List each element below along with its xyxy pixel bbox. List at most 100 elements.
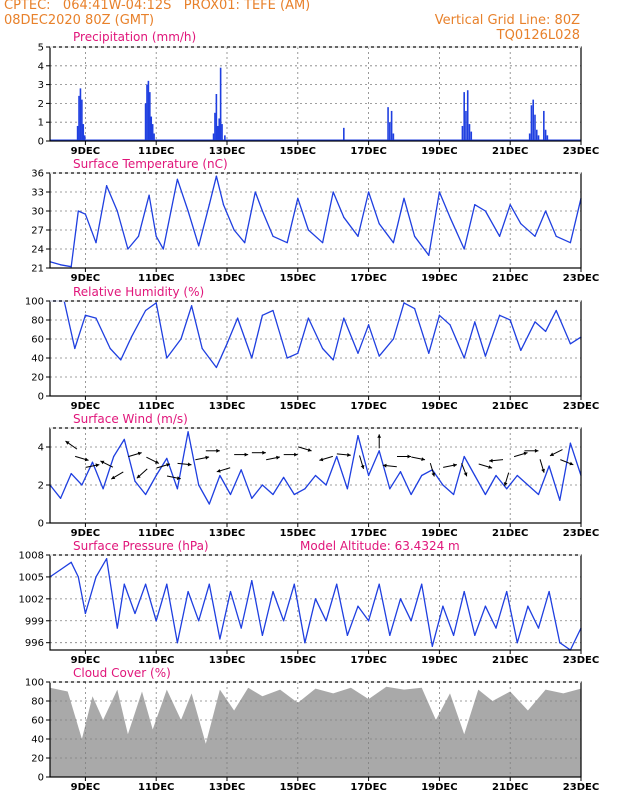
data-point <box>392 338 394 340</box>
data-point <box>286 242 288 244</box>
data-point <box>176 488 179 490</box>
y-tick-label: 999 <box>25 616 44 627</box>
data-point <box>474 321 476 323</box>
precip-bar <box>78 95 80 141</box>
x-tick-label: 15DEC <box>280 782 316 793</box>
data-point <box>166 583 168 585</box>
data-point <box>534 321 536 323</box>
panel-frame <box>49 172 582 269</box>
wind-arrow-head <box>431 472 436 477</box>
series-line <box>49 175 582 268</box>
data-point <box>176 178 179 180</box>
panel-frame <box>49 554 582 651</box>
data-point <box>261 314 263 316</box>
y-tick-label: 40 <box>31 735 44 746</box>
data-point <box>537 627 540 629</box>
data-point <box>304 488 306 490</box>
panel-4: 996 999 1002 1005 1008 9DEC 11DEC 13DEC 15DEC 17D… <box>19 539 600 666</box>
data-point <box>325 484 327 486</box>
x-tick-label: 21DEC <box>492 528 528 539</box>
data-point <box>251 497 253 499</box>
x-tick-label: 11DEC <box>138 782 174 793</box>
wind-arrow-head <box>137 451 142 456</box>
data-point <box>166 357 168 359</box>
x-tick-label: 9DEC <box>71 655 100 666</box>
data-point <box>314 598 317 600</box>
precip-bar <box>151 124 154 141</box>
data-point <box>244 242 246 244</box>
panel-1: 21 24 27 30 33 36 9DEC 11DEC 13DEC 15DEC 17DEC 19DE… <box>31 157 599 284</box>
panel-title: Surface Pressure (hPa) <box>73 539 209 553</box>
data-point <box>307 317 310 319</box>
data-point <box>304 642 306 644</box>
wind-arrow-head <box>65 441 70 445</box>
data-point <box>120 359 122 361</box>
precip-bar <box>224 135 226 141</box>
wind-arrow-head <box>216 448 220 453</box>
data-point <box>463 357 465 359</box>
data-point <box>314 474 317 477</box>
panel-title: Precipitation (mm/h) <box>73 30 196 44</box>
x-tick-label: 17DEC <box>350 273 386 284</box>
y-tick-label: 27 <box>31 226 44 237</box>
data-point <box>509 319 511 321</box>
data-point <box>208 583 210 585</box>
data-point <box>548 465 550 467</box>
data-point <box>343 317 345 319</box>
data-point <box>272 309 274 312</box>
y-tick-label: 5 <box>38 43 44 54</box>
data-point <box>222 204 225 206</box>
y-tick-label: 30 <box>31 207 44 218</box>
header-station-line: CPTEC: 064:41W-04:12S PROX01: TEFE (AM) <box>4 0 311 13</box>
precip-bar <box>530 105 533 141</box>
data-point <box>431 645 433 647</box>
y-tick-label: 24 <box>31 245 44 256</box>
x-tick-label: 11DEC <box>138 273 174 284</box>
x-tick-label: 9DEC <box>71 273 100 284</box>
data-point <box>559 642 561 644</box>
data-point <box>215 366 217 369</box>
data-point <box>240 627 242 629</box>
data-point <box>201 347 203 350</box>
wind-arrow-head <box>382 463 387 468</box>
y-tick-label: 2 <box>38 481 44 492</box>
data-point <box>229 493 232 496</box>
data-point <box>463 248 465 250</box>
data-point <box>70 561 72 563</box>
precip-bar <box>82 124 85 141</box>
series-line <box>49 558 582 651</box>
x-tick-label: 19DEC <box>421 273 457 284</box>
data-point <box>520 223 522 225</box>
data-point <box>474 204 476 206</box>
data-point <box>452 634 455 636</box>
x-tick-label: 9DEC <box>71 146 100 157</box>
data-point <box>527 605 529 607</box>
data-point <box>378 450 380 452</box>
data-point <box>498 235 501 237</box>
x-tick-label: 15DEC <box>280 273 316 284</box>
data-point <box>389 488 391 490</box>
wind-arrow-head <box>84 457 89 462</box>
wind-arrow-head <box>523 451 528 456</box>
panel-0: 0 1 2 3 4 5 9DEC 11DEC 13DEC 15DEC 17DEC 19DEC 21DEC… <box>38 30 600 157</box>
data-point <box>219 474 221 477</box>
data-point <box>215 175 217 177</box>
wind-arrow-head <box>307 448 312 452</box>
data-point <box>378 223 380 225</box>
data-point <box>74 347 76 350</box>
x-tick-label: 19DEC <box>421 401 457 412</box>
data-point <box>569 343 571 345</box>
data-point <box>495 474 497 477</box>
x-tick-label: 13DEC <box>209 401 245 412</box>
data-point <box>240 469 242 471</box>
data-point <box>449 216 451 218</box>
x-tick-label: 19DEC <box>421 782 457 793</box>
precip-bar <box>468 124 471 141</box>
y-tick-label: 100 <box>25 297 44 308</box>
data-point <box>506 590 508 593</box>
data-point <box>187 431 189 433</box>
x-tick-label: 23DEC <box>563 146 599 157</box>
data-point <box>506 488 508 490</box>
precip-bar <box>153 133 155 141</box>
